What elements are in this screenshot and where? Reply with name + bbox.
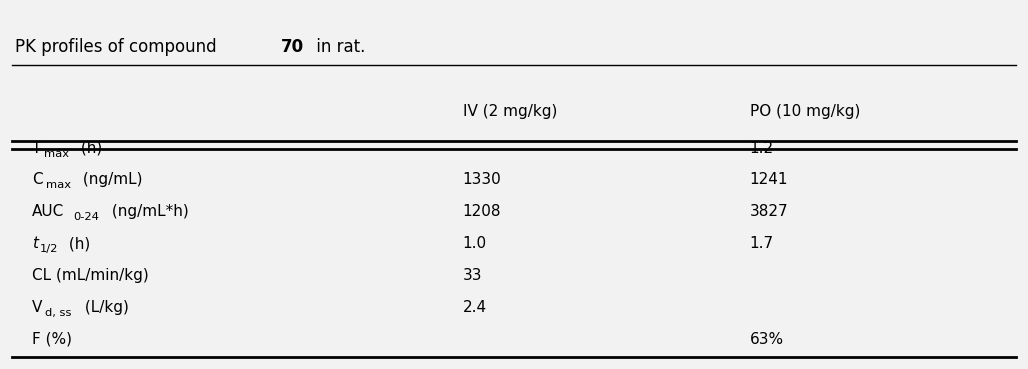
Text: (L/kg): (L/kg): [79, 300, 128, 315]
Text: (h): (h): [64, 236, 89, 251]
Text: 1/2: 1/2: [40, 244, 59, 254]
Text: PO (10 mg/kg): PO (10 mg/kg): [749, 104, 860, 119]
Text: V: V: [32, 300, 42, 315]
Text: in rat.: in rat.: [310, 38, 365, 56]
Text: 3827: 3827: [749, 204, 788, 219]
Text: 1.0: 1.0: [463, 236, 487, 251]
Text: 1.7: 1.7: [749, 236, 774, 251]
Text: 1.2: 1.2: [749, 141, 774, 156]
Text: T: T: [32, 141, 41, 156]
Text: (h): (h): [76, 141, 103, 156]
Text: 1330: 1330: [463, 172, 502, 187]
Text: t: t: [32, 236, 38, 251]
Text: (ng/mL*h): (ng/mL*h): [107, 204, 189, 219]
Text: (ng/mL): (ng/mL): [78, 172, 143, 187]
Text: 2.4: 2.4: [463, 300, 487, 315]
Text: d, ss: d, ss: [45, 308, 72, 318]
Text: IV (2 mg/kg): IV (2 mg/kg): [463, 104, 557, 119]
Text: 33: 33: [463, 268, 482, 283]
Text: 0-24: 0-24: [74, 212, 100, 223]
Text: 1208: 1208: [463, 204, 502, 219]
Text: max: max: [46, 180, 71, 190]
Text: 63%: 63%: [749, 332, 784, 347]
Text: 1241: 1241: [749, 172, 788, 187]
Text: F (%): F (%): [32, 332, 72, 347]
Text: C: C: [32, 172, 43, 187]
Text: max: max: [44, 149, 69, 159]
Text: AUC: AUC: [32, 204, 65, 219]
Text: PK profiles of compound: PK profiles of compound: [14, 38, 222, 56]
Text: CL (mL/min/kg): CL (mL/min/kg): [32, 268, 149, 283]
Text: 70: 70: [281, 38, 304, 56]
